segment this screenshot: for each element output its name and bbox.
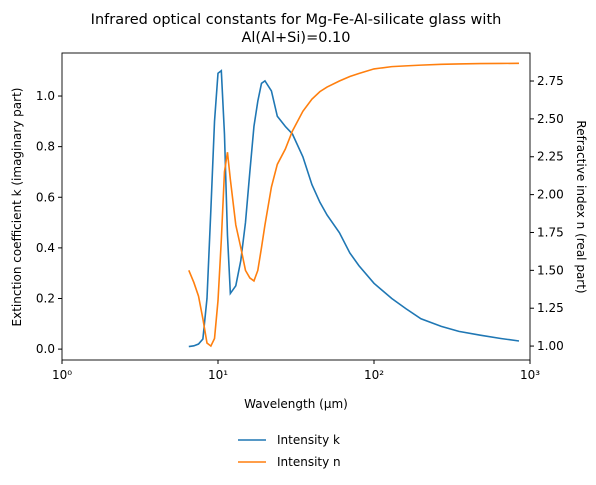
x-tick-label: 10²: [364, 368, 384, 382]
y2-tick-label: 1.50: [537, 263, 564, 277]
y2-tick-label: 2.00: [537, 188, 564, 202]
legend-label: Intensity n: [277, 455, 341, 469]
data-line: [188, 69, 520, 348]
plot-frame: [61, 52, 531, 361]
y2-tick-label: 1.00: [537, 339, 564, 353]
y-tick-label: 1.0: [36, 89, 55, 103]
y2-tick-label: 2.50: [537, 112, 564, 126]
x-axis-label: Wavelength (μm): [244, 397, 348, 411]
y-tick-label: 0.6: [36, 190, 55, 204]
y-tick-label: 0.0: [36, 342, 55, 356]
chart-title: Infrared optical constants for Mg-Fe-Al-…: [91, 12, 502, 28]
y-axis-label: Extinction coefficient k (imaginary part…: [10, 88, 24, 327]
y2-tick-label: 1.25: [537, 301, 564, 315]
x-tick-label: 10¹: [208, 368, 228, 382]
chart-title: Al(Al+Si)=0.10: [241, 30, 350, 46]
x-tick-label: 10⁰: [52, 368, 72, 382]
y2-tick-label: 2.25: [537, 150, 564, 164]
x-tick-label: 10³: [520, 368, 540, 382]
legend-label: Intensity k: [277, 433, 340, 447]
y2-axis-label: Refractive index n (real part): [574, 120, 588, 293]
data-line: [188, 62, 519, 348]
y2-tick-label: 2.75: [537, 74, 564, 88]
y-tick-label: 0.4: [36, 241, 55, 255]
y-tick-label: 0.8: [36, 140, 55, 154]
y2-tick-label: 1.75: [537, 225, 564, 239]
y-tick-label: 0.2: [36, 291, 55, 305]
